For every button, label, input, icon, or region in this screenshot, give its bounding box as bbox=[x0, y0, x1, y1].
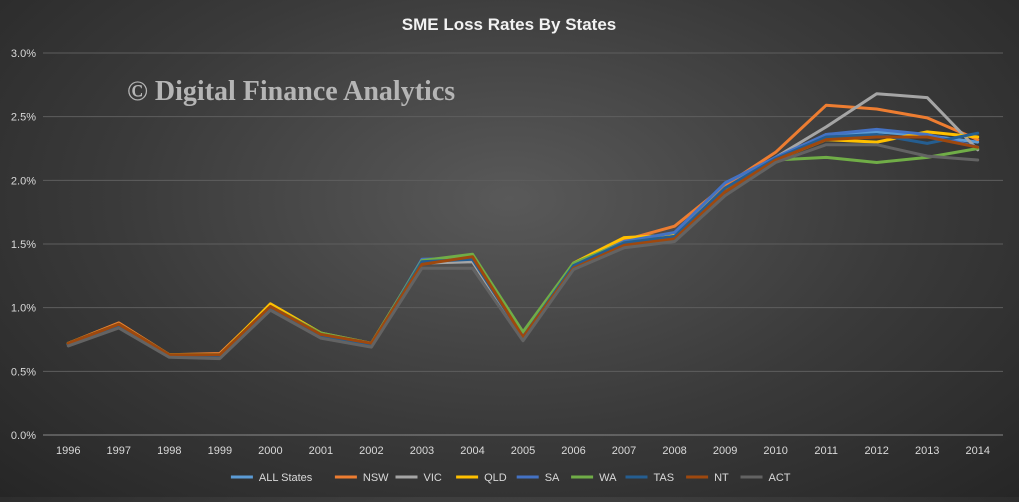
series-lines bbox=[66, 92, 980, 361]
x-tick-label: 1997 bbox=[107, 445, 131, 457]
x-tick-label: 2010 bbox=[763, 445, 787, 457]
legend-label: WA bbox=[599, 472, 617, 484]
series-line bbox=[66, 130, 980, 357]
x-tick-label: 2005 bbox=[511, 445, 535, 457]
legend-label: SA bbox=[545, 472, 560, 484]
y-tick-label: 0.5% bbox=[11, 366, 36, 378]
series-line bbox=[66, 131, 980, 358]
legend-label: NT bbox=[714, 472, 729, 484]
y-axis: 0.0% 0.5% 1.0% 1.5% 2.0% 2.5% 3.0% bbox=[11, 48, 36, 442]
series-line bbox=[66, 135, 980, 357]
x-tick-label: 2004 bbox=[460, 445, 484, 457]
x-tick-label: 1999 bbox=[208, 445, 232, 457]
series-line bbox=[66, 143, 980, 361]
x-tick-label: 2014 bbox=[965, 445, 989, 457]
x-tick-label: 2001 bbox=[309, 445, 333, 457]
x-tick-label: 2002 bbox=[359, 445, 383, 457]
x-tick-label: 2006 bbox=[561, 445, 585, 457]
x-tick-label: 2012 bbox=[864, 445, 888, 457]
x-tick-label: 1998 bbox=[157, 445, 181, 457]
chart-title: SME Loss Rates By States bbox=[402, 15, 616, 34]
y-tick-label: 0.0% bbox=[11, 430, 36, 442]
x-tick-label: 2009 bbox=[713, 445, 737, 457]
y-tick-label: 1.5% bbox=[11, 239, 36, 251]
legend-label: ALL States bbox=[259, 472, 313, 484]
y-tick-label: 3.0% bbox=[11, 48, 36, 60]
series-line bbox=[66, 147, 980, 357]
x-tick-label: 2011 bbox=[814, 445, 838, 457]
series-line bbox=[66, 103, 980, 357]
y-tick-label: 1.0% bbox=[11, 303, 36, 315]
legend-label: ACT bbox=[769, 472, 791, 484]
legend-label: VIC bbox=[424, 472, 442, 484]
x-tick-label: 2003 bbox=[410, 445, 434, 457]
x-tick-label: 1996 bbox=[56, 445, 80, 457]
y-tick-label: 2.0% bbox=[11, 175, 36, 187]
gridlines bbox=[43, 52, 1003, 436]
legend-label: TAS bbox=[654, 472, 675, 484]
y-tick-label: 2.5% bbox=[11, 112, 36, 124]
x-axis: 1996 1997 1998 1999 2000 2001 2002 2003 2004 2005… bbox=[56, 445, 990, 457]
legend-label: NSW bbox=[363, 472, 389, 484]
x-tick-label: 2008 bbox=[662, 445, 686, 457]
x-tick-label: 2000 bbox=[258, 445, 282, 457]
legend: ALL States NSW VIC QLD SA WA TAS NT ACT bbox=[230, 472, 791, 484]
series-line bbox=[66, 127, 980, 358]
x-tick-label: 2013 bbox=[915, 445, 939, 457]
watermark: © Digital Finance Analytics bbox=[127, 76, 455, 107]
x-tick-label: 2007 bbox=[612, 445, 636, 457]
legend-label: QLD bbox=[484, 472, 507, 484]
